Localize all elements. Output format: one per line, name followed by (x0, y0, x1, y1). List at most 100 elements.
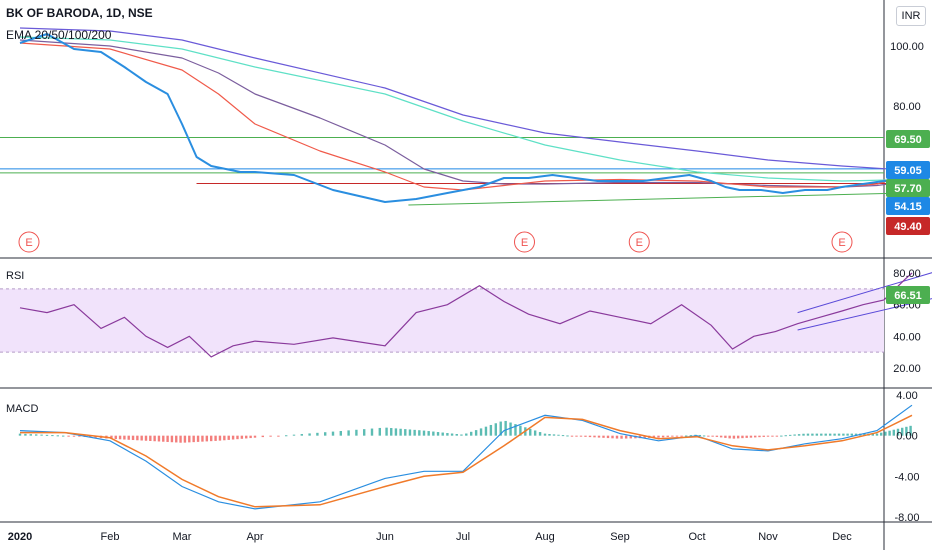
macd-histogram-bar (67, 435, 70, 437)
rsi-axis-tick: 40.00 (893, 331, 921, 343)
ema-line-ema20 (19, 42, 913, 191)
macd-histogram-bar (149, 435, 152, 441)
macd-histogram-bar (78, 435, 81, 437)
earnings-marker (628, 231, 650, 253)
macd-histogram-bar (629, 435, 632, 439)
macd-histogram-bar (214, 435, 217, 441)
macd-histogram-bar (689, 435, 693, 437)
currency-button[interactable]: INR (896, 6, 926, 26)
macd-histogram-bar (390, 428, 393, 436)
ema-line-ema200 (19, 27, 913, 172)
macd-histogram-bar (652, 435, 656, 438)
macd-histogram-bar (606, 435, 610, 439)
macd-histogram-bar (188, 435, 191, 443)
time-axis-tick: Nov (758, 531, 778, 543)
macd-histogram-bar (245, 435, 248, 439)
macd-histogram-bar (474, 430, 478, 436)
macd-histogram-bar (394, 428, 398, 436)
macd-histogram-bar (671, 435, 674, 437)
ema-line-ema50 (19, 39, 913, 188)
price-label-box (886, 161, 930, 179)
macd-histogram-bar (436, 432, 440, 436)
macd-histogram-bar (418, 430, 421, 436)
macd-histogram-bar (422, 430, 426, 436)
macd-axis-tick: -4.00 (894, 471, 919, 483)
macd-histogram-bar (557, 434, 560, 436)
macd-histogram-bar (370, 428, 374, 436)
time-axis-tick: Aug (535, 531, 555, 543)
price-axis-tick: 80.00 (893, 101, 921, 113)
macd-histogram-bar (339, 430, 342, 436)
macd-histogram-bar (850, 433, 853, 436)
macd-histogram-bar (324, 432, 327, 436)
macd-histogram-bar (231, 435, 235, 440)
earnings-marker (18, 231, 40, 253)
ema-indicator-label[interactable]: EMA 20/50/100/200 (6, 28, 112, 42)
macd-histogram-bar (56, 435, 59, 437)
macd-histogram-bar (707, 435, 710, 437)
macd-histogram-bar (450, 433, 454, 436)
time-axis-tick: Sep (610, 531, 630, 543)
macd-histogram-bar (240, 435, 244, 439)
price-label-box (886, 217, 930, 235)
macd-histogram-bar (736, 435, 740, 439)
earnings-marker-label: E (25, 237, 32, 249)
macd-histogram-bar (236, 435, 239, 440)
macd-histogram-bar (771, 435, 774, 437)
macd-histogram-bar (880, 432, 883, 436)
macd-histogram-bar (624, 435, 628, 439)
macd-histogram-bar (854, 433, 858, 436)
macd-histogram-bar (548, 433, 551, 436)
macd-histogram-bar (597, 435, 601, 438)
time-axis-tick: Mar (173, 531, 192, 543)
macd-histogram-bar (192, 435, 195, 443)
macd-histogram-bar (837, 433, 841, 436)
price-label-box (886, 197, 930, 215)
macd-axis-tick: 4.00 (896, 390, 917, 402)
macd-histogram-bar (552, 434, 556, 436)
macd-histogram-bar (566, 435, 569, 437)
time-axis-tick: Apr (246, 531, 263, 543)
macd-histogram-bar (519, 425, 522, 436)
macd-histogram-bar (51, 435, 54, 437)
macd-histogram-bar (153, 435, 156, 442)
macd-histogram-bar (24, 433, 27, 436)
macd-histogram-bar (875, 433, 879, 436)
earnings-marker-label: E (838, 237, 845, 249)
macd-histogram-bar (441, 432, 444, 436)
macd-histogram-bar (399, 428, 402, 436)
macd-histogram-bar (741, 435, 744, 439)
earnings-marker-label: E (521, 237, 528, 249)
macd-histogram-bar (205, 435, 209, 442)
macd-histogram-bar (888, 430, 891, 436)
macd-histogram-bar (62, 435, 65, 437)
macd-histogram-bar (136, 435, 139, 441)
macd-histogram-bar (18, 433, 22, 436)
macd-histogram-bar (538, 432, 542, 436)
macd-histogram-bar (561, 435, 565, 437)
macd-histogram-bar (378, 427, 381, 436)
macd-histogram-bar (745, 435, 748, 438)
macd-histogram-bar (871, 433, 874, 436)
macd-histogram-bar (127, 435, 130, 440)
macd-histogram-bar (123, 435, 126, 440)
macd-histogram-bar (820, 433, 823, 436)
macd-histogram-bar (277, 435, 280, 437)
time-axis-tick: Jul (456, 531, 470, 543)
macd-histogram-bar (110, 435, 113, 439)
macd-histogram-bar (300, 434, 303, 436)
macd-histogram-bar (157, 435, 161, 442)
macd-histogram-bar (570, 435, 574, 437)
earnings-marker (514, 231, 535, 253)
macd-histogram-bar (529, 428, 532, 436)
macd-histogram-bar (479, 428, 483, 436)
macd-panel: 4.00 0.00 -4.00 -8.00 (18, 390, 920, 524)
macd-histogram-bar (711, 435, 714, 437)
macd-histogram-bar (784, 435, 787, 437)
macd-histogram-bar (811, 433, 814, 436)
macd-histogram-bar (446, 433, 449, 436)
price-label: 69.50 (894, 134, 922, 146)
macd-histogram-bar (347, 430, 350, 436)
